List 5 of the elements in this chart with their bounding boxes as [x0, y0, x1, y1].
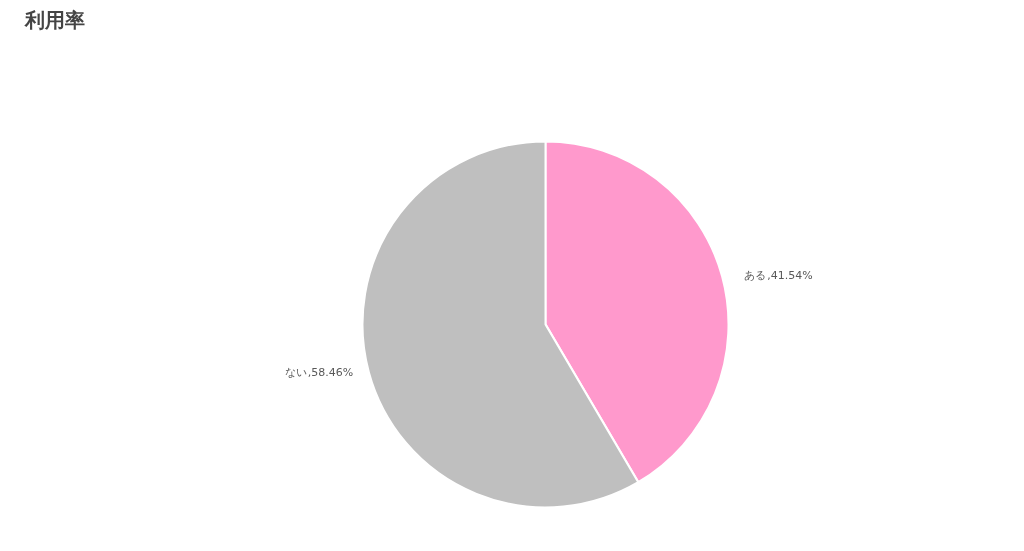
slice-label: ない [284, 366, 307, 380]
slice-label: ある [744, 269, 767, 283]
text: 利用率 [23, 7, 85, 32]
data-label: ,58.46% [307, 366, 354, 380]
data-label: ,41.54% [767, 269, 813, 283]
